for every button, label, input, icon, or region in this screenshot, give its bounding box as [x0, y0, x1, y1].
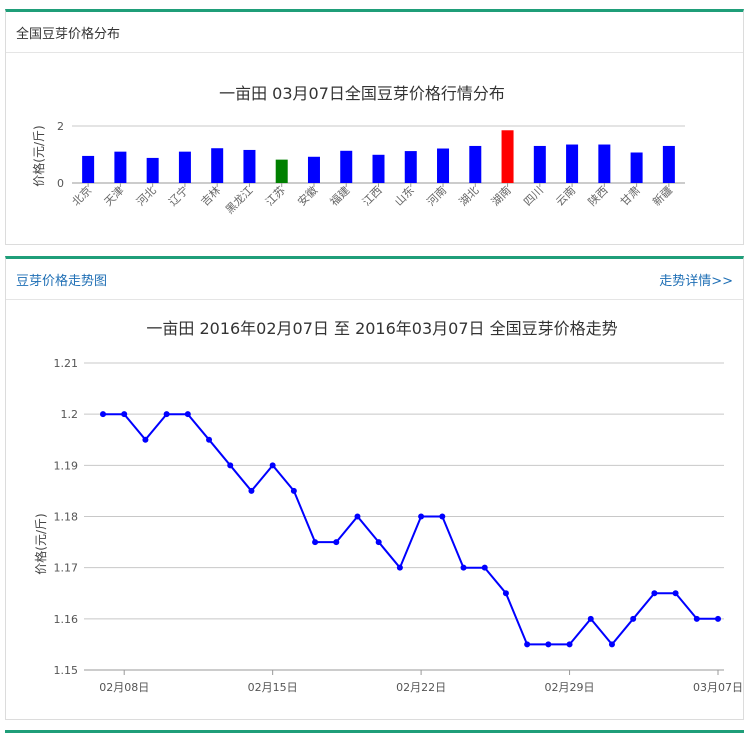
y-tick-label: 1.21	[54, 357, 79, 370]
trend-details-link[interactable]: 走势详情>>	[659, 273, 733, 289]
y-tick-label: 1.17	[54, 562, 79, 575]
data-point[interactable]	[184, 411, 191, 418]
y-axis-label: 价格(元/斤)	[31, 125, 46, 186]
data-point[interactable]	[672, 590, 679, 597]
x-tick-label: 天津	[102, 184, 127, 209]
y-tick-label: 1.16	[54, 613, 79, 626]
data-point[interactable]	[312, 539, 319, 546]
bar[interactable]	[566, 144, 579, 183]
data-point[interactable]	[439, 513, 446, 520]
data-point[interactable]	[566, 641, 573, 648]
y-tick-label: 1.15	[54, 664, 79, 677]
data-point[interactable]	[481, 564, 488, 571]
data-point[interactable]	[100, 411, 106, 418]
bar[interactable]	[630, 152, 643, 183]
data-point[interactable]	[396, 564, 403, 571]
x-tick-label: 河南	[424, 184, 449, 209]
x-tick-label: 03月07日	[693, 681, 743, 694]
data-point[interactable]	[290, 487, 297, 494]
x-tick-label: 江西	[360, 184, 385, 209]
bar[interactable]	[146, 157, 159, 183]
data-point[interactable]	[587, 615, 594, 622]
data-point[interactable]	[163, 411, 170, 418]
y-tick-label: 2	[57, 120, 64, 133]
panel-header: 豆芽价格走势图 走势详情>>	[6, 259, 743, 300]
bar[interactable]	[340, 150, 353, 183]
x-tick-label: 湖南	[489, 184, 514, 209]
data-point[interactable]	[630, 615, 637, 622]
x-tick-label: 江苏	[263, 184, 288, 209]
x-tick-label: 黑龙江	[223, 184, 256, 217]
x-tick-label: 辽宁	[166, 183, 191, 208]
bar[interactable]	[372, 154, 385, 183]
bar[interactable]	[178, 151, 191, 183]
bar[interactable]	[404, 151, 417, 183]
x-tick-label: 吉林	[198, 183, 223, 208]
price-trend-panel: 豆芽价格走势图 走势详情>> 一亩田 2016年02月07日 至 2016年03…	[5, 256, 744, 720]
x-tick-label: 新疆	[650, 183, 675, 208]
data-point[interactable]	[651, 590, 658, 597]
data-point[interactable]	[502, 590, 509, 597]
price-line	[103, 413, 718, 646]
x-tick-label: 安徽	[295, 183, 320, 208]
x-tick-label: 北京	[69, 183, 94, 208]
bar[interactable]	[211, 148, 224, 183]
bar[interactable]	[243, 149, 256, 183]
chart-title: 一亩田 03月07日全国豆芽价格行情分布	[219, 84, 505, 103]
data-point[interactable]	[608, 641, 615, 648]
price-distribution-panel: 全国豆芽价格分布 一亩田 03月07日全国豆芽价格行情分布 价格(元/斤) 0 2…	[5, 9, 744, 245]
x-tick-label: 河北	[134, 184, 159, 209]
bar[interactable]	[533, 145, 546, 183]
bar[interactable]	[307, 156, 320, 183]
x-tick-label: 云南	[553, 184, 578, 209]
data-point[interactable]	[248, 487, 255, 494]
y-tick-label: 1.18	[54, 511, 79, 524]
chart-title: 一亩田 2016年02月07日 至 2016年03月07日 全国豆芽价格走势	[146, 319, 617, 338]
y-tick-label: 1.2	[61, 408, 79, 421]
x-tick-label: 02月08日	[99, 681, 149, 694]
bottom-divider	[5, 730, 744, 733]
x-tick-label: 四川	[521, 184, 546, 209]
y-axis-label: 价格(元/斤)	[33, 513, 48, 574]
y-tick-label: 0	[57, 177, 64, 190]
x-tick-label: 02月15日	[248, 681, 298, 694]
x-tick-label: 02月22日	[396, 681, 446, 694]
x-tick-label: 02月29日	[545, 681, 595, 694]
x-tick-label: 福建	[327, 183, 352, 208]
data-point[interactable]	[715, 615, 721, 622]
x-tick-label: 湖北	[457, 184, 482, 209]
data-point[interactable]	[142, 436, 149, 443]
bar[interactable]	[437, 148, 450, 183]
line-chart: 一亩田 2016年02月07日 至 2016年03月07日 全国豆芽价格走势 价…	[33, 319, 743, 694]
data-point[interactable]	[333, 539, 340, 546]
data-point[interactable]	[227, 462, 234, 469]
data-point[interactable]	[693, 615, 700, 622]
data-point[interactable]	[354, 513, 361, 520]
data-point[interactable]	[418, 513, 425, 520]
data-point[interactable]	[206, 436, 213, 443]
bar[interactable]	[469, 145, 482, 183]
bar[interactable]	[501, 130, 514, 183]
y-tick-label: 1.19	[54, 459, 79, 472]
data-point[interactable]	[121, 411, 128, 418]
panel-title: 全国豆芽价格分布	[16, 26, 121, 42]
bar[interactable]	[114, 151, 127, 183]
data-point[interactable]	[269, 462, 276, 469]
panel-header: 全国豆芽价格分布	[6, 12, 743, 53]
bar[interactable]	[275, 159, 288, 183]
bar[interactable]	[598, 144, 611, 183]
bar[interactable]	[662, 145, 675, 183]
panel-title: 豆芽价格走势图	[16, 273, 108, 289]
data-point[interactable]	[524, 641, 531, 648]
x-tick-label: 山东	[392, 184, 417, 209]
data-point[interactable]	[460, 564, 467, 571]
bar[interactable]	[82, 155, 95, 183]
data-point[interactable]	[545, 641, 552, 648]
x-tick-label: 甘肃	[618, 184, 643, 209]
x-tick-label: 陕西	[585, 183, 610, 208]
data-point[interactable]	[375, 539, 382, 546]
bar-chart: 一亩田 03月07日全国豆芽价格行情分布 价格(元/斤) 0 2 北京 天津 河北 辽宁…	[31, 84, 685, 217]
